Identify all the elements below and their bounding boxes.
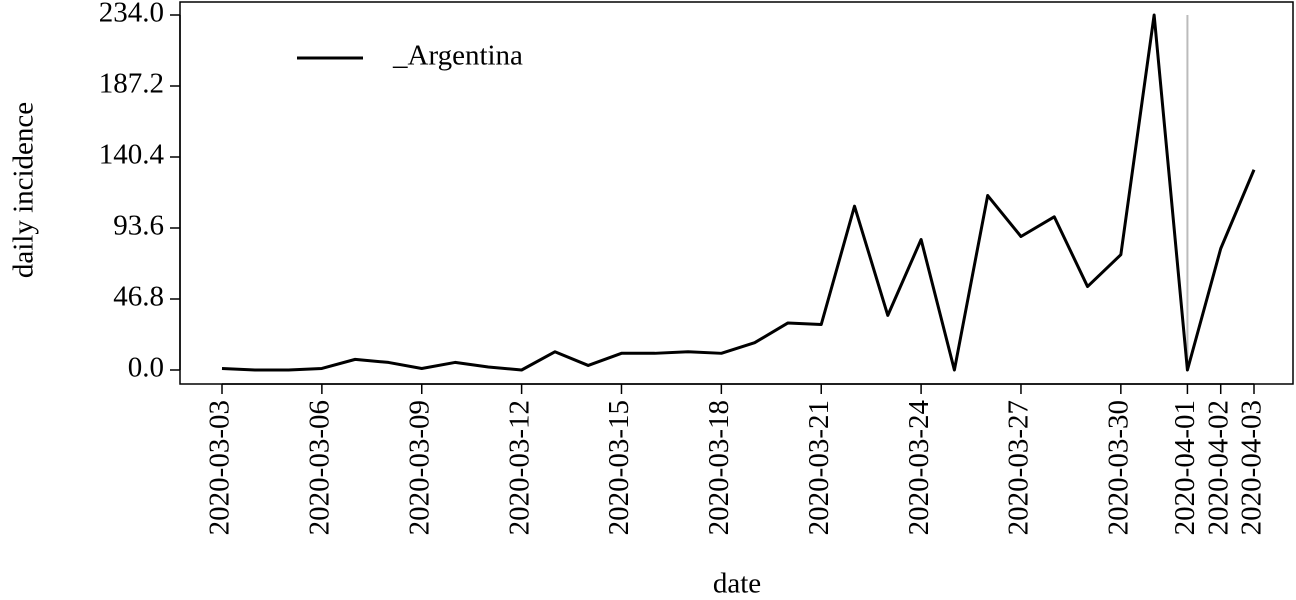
y-tick-label: 187.2 (99, 68, 164, 100)
x-tick-label: 2020-03-09 (403, 400, 435, 535)
x-tick-label: 2020-03-03 (204, 400, 236, 535)
x-tick-label: 2020-04-01 (1169, 400, 1201, 535)
y-axis-label: daily incidence (8, 102, 40, 278)
x-tick-label: 2020-04-03 (1236, 400, 1268, 535)
legend-label: _Argentina (392, 40, 523, 72)
x-tick-label: 2020-03-15 (603, 400, 635, 535)
x-tick-label: 2020-03-06 (304, 400, 336, 535)
x-tick-label: 2020-04-02 (1202, 400, 1234, 535)
x-tick-label: 2020-03-18 (703, 400, 735, 535)
x-tick-label: 2020-03-24 (903, 400, 935, 536)
y-tick-label: 0.0 (128, 352, 164, 384)
x-tick-label: 2020-03-12 (503, 400, 535, 535)
x-axis-label: date (713, 568, 761, 600)
series-line (221, 13, 1256, 372)
x-tick-label: 2020-03-21 (803, 400, 835, 535)
y-tick-label: 46.8 (113, 281, 164, 313)
x-tick-label: 2020-03-30 (1102, 400, 1134, 535)
x-tick-label: 2020-03-27 (1003, 400, 1035, 535)
y-tick-label: 140.4 (99, 139, 165, 171)
y-tick-label: 93.6 (113, 210, 164, 242)
y-tick-label: 234.0 (99, 0, 164, 29)
